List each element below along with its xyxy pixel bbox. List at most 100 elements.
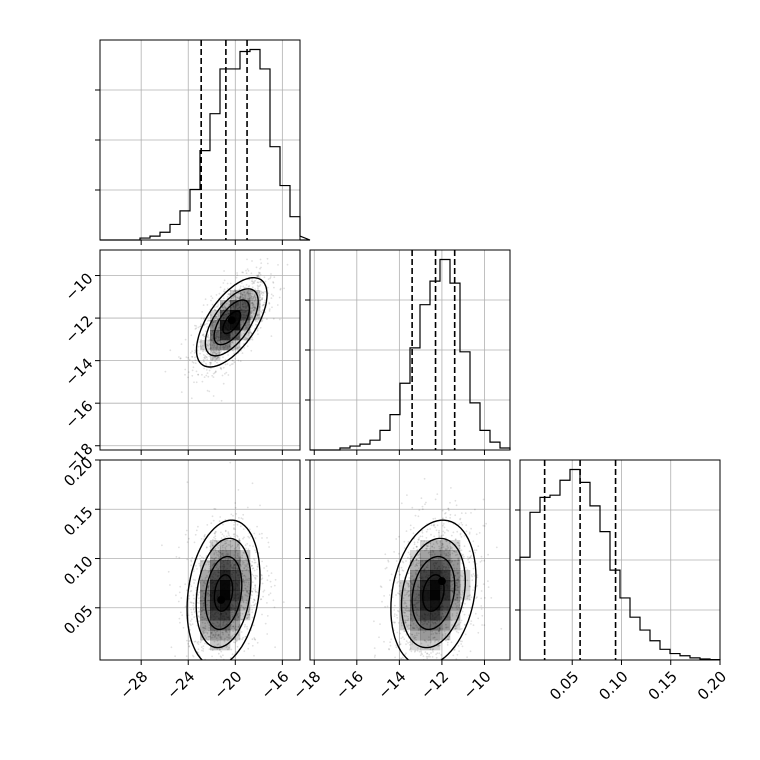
sample-point (389, 644, 392, 647)
sample-point (432, 651, 434, 653)
sample-point (230, 625, 233, 628)
histogram-step (100, 48, 311, 241)
sample-point (206, 344, 209, 346)
sample-point (227, 532, 230, 535)
sample-point (214, 537, 217, 540)
sample-point (230, 623, 233, 626)
sample-point (197, 326, 200, 329)
sample-point (246, 542, 249, 545)
sample-point (398, 641, 401, 643)
sample-point (197, 597, 200, 600)
sample-point (237, 489, 240, 491)
sample-point (435, 656, 438, 659)
sample-point (258, 291, 261, 293)
sample-point (466, 568, 469, 571)
sample-point (212, 325, 215, 328)
sample-point (256, 594, 259, 597)
sample-point (423, 631, 425, 634)
sample-point (254, 578, 257, 580)
sample-point (164, 370, 167, 373)
sample-point (470, 527, 472, 530)
sample-point (264, 290, 266, 293)
sample-point (242, 297, 245, 300)
sample-point (211, 303, 214, 306)
sample-point (229, 282, 232, 285)
density-cell (410, 560, 421, 571)
sample-point (204, 357, 207, 360)
sample-point (256, 591, 259, 594)
sample-point (453, 648, 456, 651)
sample-point (209, 362, 212, 365)
sample-point (202, 630, 205, 633)
sample-point (407, 642, 409, 644)
sample-point (452, 531, 455, 534)
sample-point (232, 363, 234, 365)
sample-point (395, 614, 398, 616)
sample-point (463, 535, 466, 537)
sample-point (455, 594, 458, 596)
sample-point (441, 633, 444, 636)
sample-point (407, 551, 410, 554)
sample-point (246, 258, 248, 261)
sample-point (475, 549, 478, 552)
sample-point (208, 570, 211, 573)
sample-point (214, 371, 217, 373)
sample-point (426, 547, 429, 550)
sample-point (461, 523, 464, 526)
sample-point (470, 596, 473, 599)
sample-point (480, 555, 483, 558)
sample-point (213, 681, 215, 683)
density-cell (230, 600, 241, 611)
sample-point (214, 320, 217, 323)
sample-point (403, 606, 405, 609)
sample-point (457, 557, 460, 560)
sample-point (415, 558, 418, 561)
sample-point (251, 560, 254, 563)
sample-point (212, 321, 215, 323)
sample-point (251, 286, 254, 289)
sample-point (235, 546, 237, 549)
sample-point (218, 315, 221, 317)
sample-point (251, 590, 254, 593)
sample-point (195, 327, 198, 330)
sample-point (202, 354, 205, 356)
sample-point (244, 623, 247, 626)
density-cell (210, 590, 221, 601)
sample-point (436, 542, 439, 545)
density-cell (410, 640, 421, 651)
sample-point (197, 661, 199, 663)
sample-point (201, 334, 204, 336)
sample-point (199, 662, 201, 664)
density-cell (430, 560, 441, 571)
sample-point (448, 549, 451, 552)
sample-point (254, 296, 257, 299)
sample-point (245, 326, 248, 329)
sample-point (208, 648, 211, 650)
sample-point (238, 297, 241, 299)
sample-point (224, 548, 227, 550)
sample-point (429, 528, 432, 530)
density-cell (450, 590, 461, 601)
sample-point (454, 598, 457, 601)
density-cell (450, 600, 461, 611)
sample-point (443, 630, 446, 633)
sample-point (453, 649, 455, 651)
sample-point (200, 610, 203, 613)
sample-point (214, 508, 217, 510)
density-cell (210, 640, 221, 651)
sample-point (252, 601, 255, 604)
sample-point (197, 525, 199, 528)
sample-point (414, 514, 417, 517)
sample-point (201, 649, 203, 652)
sample-point (249, 544, 251, 547)
sample-point (441, 637, 444, 639)
sample-point (239, 296, 241, 299)
sample-point (205, 563, 207, 566)
sample-point (252, 296, 255, 298)
sample-point (253, 598, 255, 601)
sample-point (204, 627, 207, 630)
sample-point (451, 624, 453, 626)
sample-point (204, 635, 207, 637)
sample-point (238, 346, 241, 348)
sample-point (454, 550, 456, 553)
